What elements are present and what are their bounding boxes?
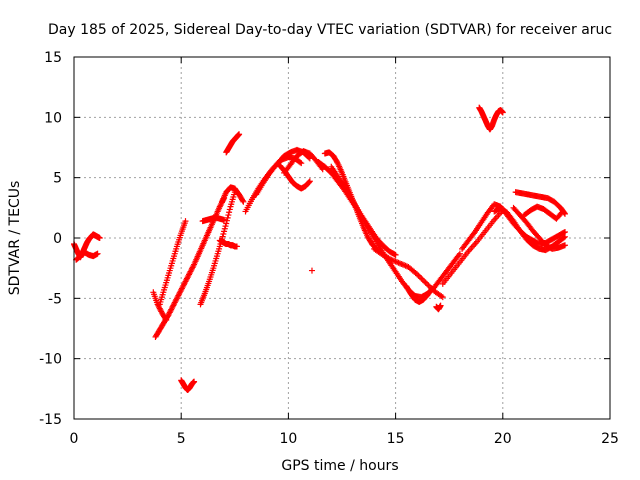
series-arc-07h [223,131,243,156]
data-point [220,230,227,237]
data-point [306,179,313,186]
series-arc-17h-b [439,207,506,287]
chart-title: Day 185 of 2025, Sidereal Day-to-day VTE… [48,22,612,38]
axis-ticks: 0 5 10 15 20 25 -15 -10 -5 0 5 10 15 [39,50,619,447]
data-point [429,285,436,292]
x-axis-label: GPS time / hours [281,458,398,474]
data-point [456,250,463,257]
data-point [298,160,305,167]
series-arc-07h-b [218,184,247,205]
series-arc-09h-a [276,162,313,192]
data-point [163,317,170,324]
data-point [223,217,230,224]
data-point [306,178,313,185]
series-arc-04h-c [150,289,170,324]
series-arc-11h-pt [308,267,315,274]
data-point [560,234,567,241]
data-point [391,251,398,258]
series-arc-21h [512,189,568,217]
x-tick-label: 0 [70,431,79,447]
data-point [182,218,189,225]
series-arc-06h-a [197,189,238,308]
data-point [223,220,230,227]
data-point [221,216,228,223]
data-point [418,275,425,282]
series-arc-14h [371,245,446,301]
series-arc-00h-b [73,249,101,263]
y-tick-label: 10 [44,110,62,126]
data-point [233,243,240,250]
data-point [221,225,228,232]
data-point [419,276,426,283]
data-point [422,279,429,286]
series-arc-04h-b [156,218,189,308]
data-point [94,250,101,257]
data-point [308,267,315,274]
data-point [558,209,565,216]
data-point [560,229,567,236]
data-point [191,378,198,385]
data-point [240,198,247,205]
x-tick-label: 5 [177,431,186,447]
data-point [428,286,435,293]
data-point [439,294,446,301]
series-arc-06h-c [216,237,240,250]
series-arc-19h [476,104,506,133]
data-point [162,315,169,322]
y-tick-label: -5 [48,291,62,307]
data-point [421,278,428,285]
y-tick-label: 5 [53,171,62,187]
data-point [561,233,568,240]
data-point [226,206,233,213]
data-point [222,223,229,230]
data-point [221,228,228,235]
x-tick-label: 10 [279,431,297,447]
data-point [559,208,566,215]
series-arc-06h-b [199,214,228,225]
data-point [225,212,232,219]
series-arc-20h-b [510,204,568,252]
y-tick-label: 0 [53,231,62,247]
data-point [392,251,399,258]
data-point [96,235,103,241]
data-point [224,214,231,221]
data-point [239,197,246,204]
data-point [219,233,226,240]
x-tick-label: 25 [601,431,619,447]
series-arc-08h [242,146,313,215]
data-point [561,242,568,249]
data-point [226,209,233,216]
data-point [437,302,444,309]
series-arc-15h [403,283,436,305]
data-point [424,281,431,288]
series-arc-17h [433,302,444,313]
data-points [71,104,568,394]
series-arc-21h-b [521,203,566,222]
data-point [416,274,423,281]
x-tick-label: 15 [387,431,405,447]
data-point [236,131,243,138]
y-axis-label: SDTVAR / TECUs [7,181,23,296]
y-tick-label: -10 [39,352,62,368]
series-arc-00h [71,231,103,261]
grid [74,57,610,419]
y-tick-label: 15 [44,50,62,66]
series-arc-05h [178,377,198,394]
y-tick-label: -15 [39,412,62,428]
data-point [499,109,506,116]
data-point [297,159,304,166]
x-tick-label: 20 [494,431,512,447]
